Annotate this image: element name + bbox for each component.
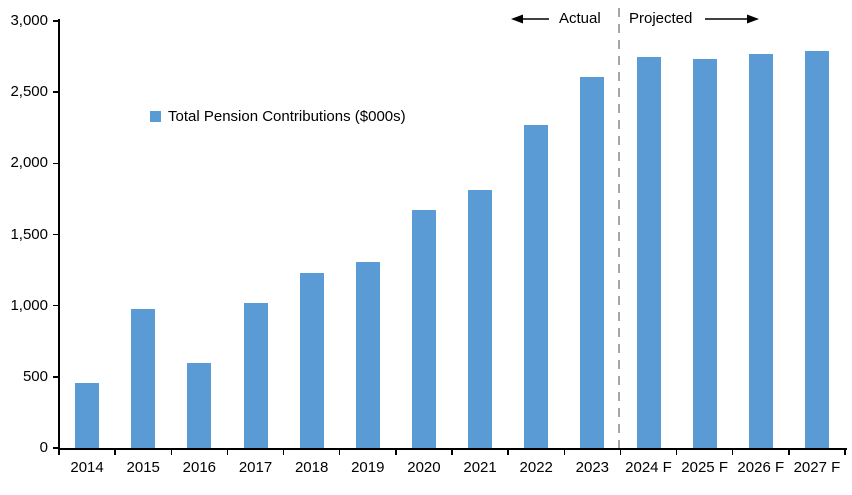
x-tick-label: 2015 — [126, 459, 160, 476]
y-tick-label: 1,000 — [10, 296, 48, 314]
y-tick-label: 2,000 — [10, 154, 48, 172]
y-tick-label: 500 — [22, 367, 48, 385]
x-tick-label: 2024 F — [625, 459, 672, 476]
y-tick — [53, 20, 59, 22]
projected-label: Projected — [629, 10, 693, 27]
y-tick — [53, 91, 59, 93]
x-tick — [619, 450, 622, 455]
x-tick-label: 2018 — [294, 459, 329, 476]
bar-2025-f — [692, 59, 717, 448]
x-tick — [226, 450, 229, 455]
x-tick — [731, 450, 734, 455]
x-tick — [675, 450, 678, 455]
y-tick — [53, 233, 59, 236]
bar-2026-f — [748, 53, 773, 448]
legend-marker-icon — [150, 111, 161, 122]
bar-2024-f — [636, 56, 661, 448]
bar-2018 — [299, 272, 324, 448]
bar-2016 — [187, 362, 212, 448]
x-tick — [338, 450, 341, 455]
legend-label: Total Pension Contributions ($000s) — [168, 108, 406, 125]
y-tick-label: 3,000 — [10, 12, 48, 29]
x-tick — [282, 450, 285, 455]
y-axis-line — [58, 19, 60, 450]
x-tick-label: 2023 — [575, 459, 610, 476]
x-tick-label: 2016 — [182, 459, 217, 476]
y-tick-label: 1,500 — [10, 225, 48, 243]
x-tick — [507, 450, 509, 455]
bar-2014 — [75, 382, 100, 448]
x-tick — [844, 450, 846, 455]
x-tick-label: 2022 — [519, 459, 553, 476]
y-tick — [53, 162, 59, 165]
left-arrow-icon — [511, 14, 549, 24]
bar-2027-f — [804, 50, 829, 448]
bar-2021 — [468, 190, 493, 448]
y-tick — [53, 376, 59, 378]
x-tick — [788, 450, 790, 455]
actual-annotation: Actual — [511, 11, 601, 27]
bar-2023 — [580, 76, 605, 448]
actual-label: Actual — [559, 10, 601, 27]
x-tick-label: 2021 — [463, 459, 497, 476]
legend: Total Pension Contributions ($000s) — [150, 108, 406, 125]
y-tick — [53, 447, 59, 449]
x-tick — [170, 450, 173, 455]
x-tick — [563, 450, 566, 455]
bar-2017 — [243, 302, 268, 448]
y-tick — [53, 304, 59, 307]
actual-projected-divider-line — [618, 8, 620, 448]
bar-2019 — [355, 261, 380, 448]
x-tick-label: 2019 — [351, 459, 385, 476]
x-axis-line — [58, 448, 847, 450]
x-tick-label: 2026 F — [737, 459, 785, 476]
x-tick-label: 2027 F — [793, 459, 841, 476]
x-tick — [451, 450, 453, 455]
y-tick-label: 0 — [39, 439, 48, 456]
bar-2022 — [524, 124, 549, 448]
right-arrow-icon — [705, 14, 760, 24]
x-tick-label: 2025 F — [681, 459, 728, 476]
x-tick-label: 2017 — [238, 459, 273, 476]
x-tick — [395, 450, 397, 455]
bar-2015 — [131, 308, 156, 448]
x-tick-label: 2014 — [70, 459, 104, 476]
x-tick-label: 2020 — [407, 459, 441, 476]
bar-2020 — [411, 210, 436, 448]
y-tick-label: 2,500 — [10, 83, 48, 101]
x-tick — [58, 450, 60, 455]
projected-annotation: Projected — [629, 10, 760, 27]
x-tick — [114, 450, 116, 455]
